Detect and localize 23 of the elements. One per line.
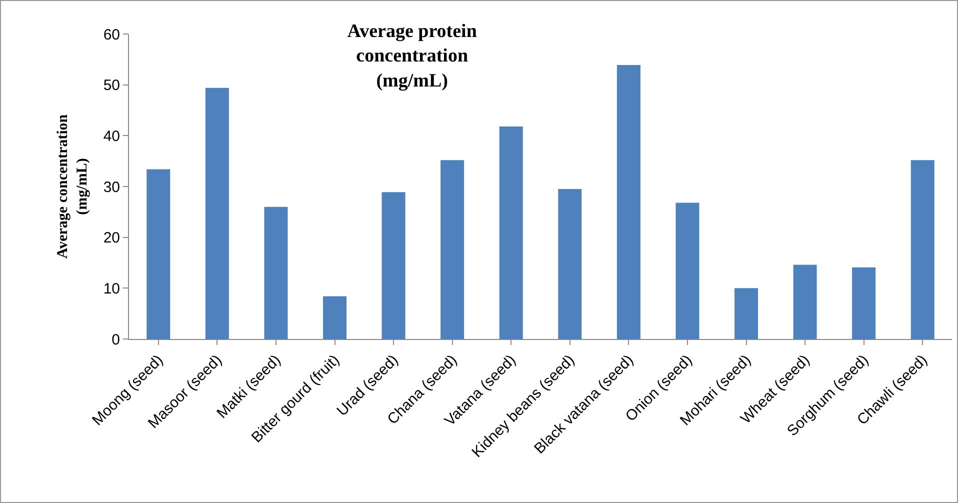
bar — [793, 264, 817, 339]
bar — [264, 206, 288, 339]
y-tick-label: 40 — [103, 128, 120, 145]
bar — [852, 267, 876, 339]
bar — [676, 202, 700, 339]
bar — [440, 160, 464, 339]
y-axis-title: Average concentration (mg/mL) — [55, 114, 91, 259]
bar — [205, 88, 229, 339]
bar — [146, 169, 170, 339]
bar — [910, 160, 934, 339]
bar — [734, 288, 758, 339]
y-tick-label: 10 — [103, 280, 120, 298]
bar — [382, 192, 406, 339]
bar — [322, 296, 347, 339]
y-tick-label: 50 — [103, 77, 120, 94]
bar — [499, 126, 523, 339]
y-tick-label: 0 — [112, 331, 120, 348]
bar — [616, 65, 640, 339]
text: Average protein concentration (mg/mL) — [347, 21, 478, 92]
bar — [558, 189, 582, 339]
y-tick-label: 30 — [103, 178, 120, 196]
y-tick-label: 20 — [103, 230, 120, 247]
y-tick-label: 60 — [103, 26, 120, 44]
